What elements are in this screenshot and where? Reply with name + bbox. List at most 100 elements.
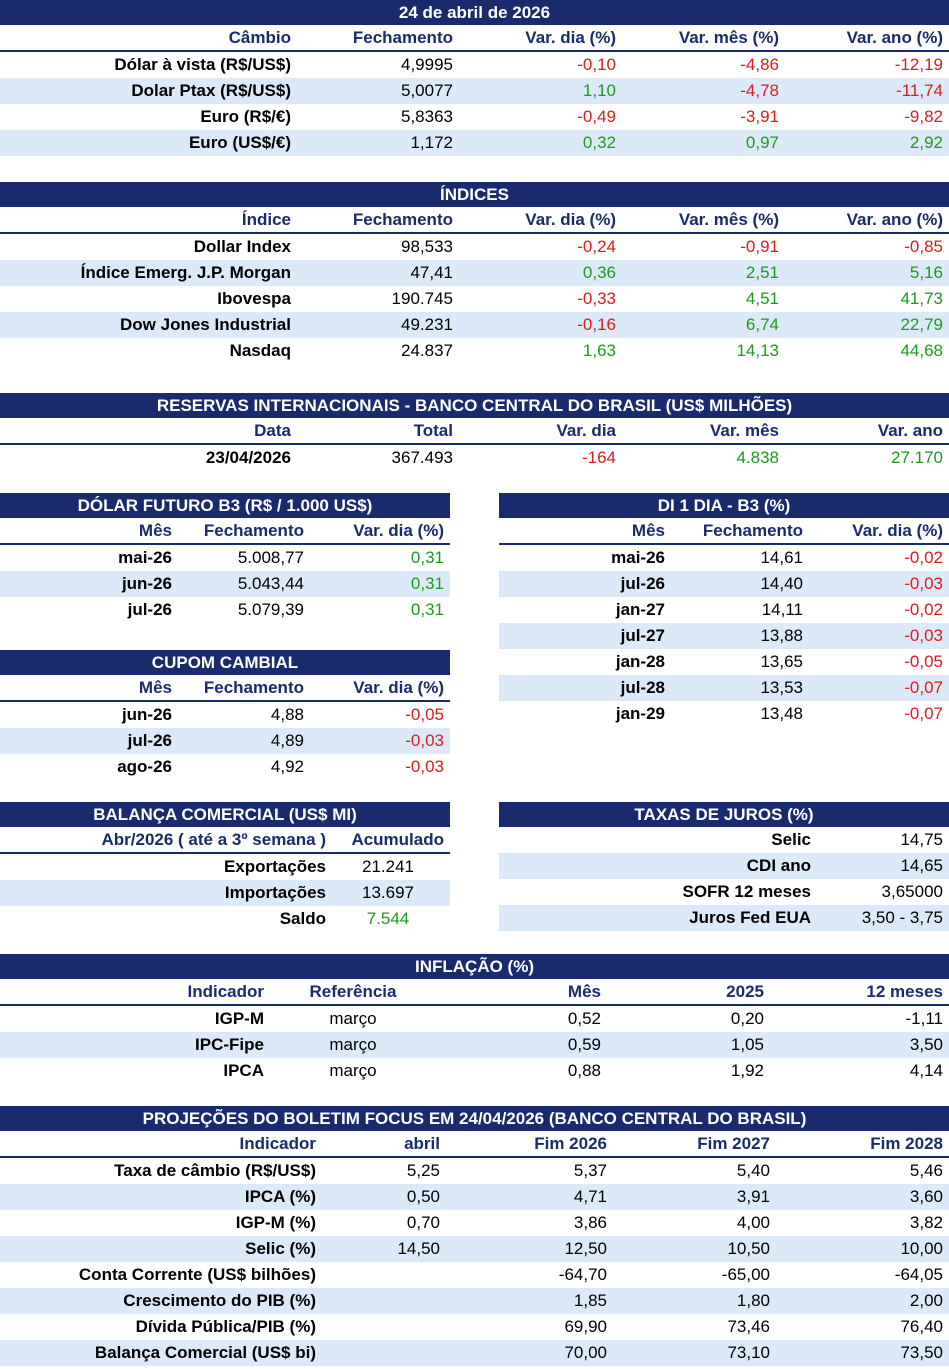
- di-header-cell: Var. dia (%): [852, 521, 943, 540]
- table-cell: 1,63: [582, 341, 616, 360]
- table-cell: 4,71: [573, 1187, 607, 1206]
- row-label: jun-26: [121, 705, 172, 724]
- row-label: mai-26: [118, 548, 172, 567]
- table-cell: -0,05: [405, 705, 444, 724]
- indices-header-cell: Índice: [241, 210, 291, 229]
- table-cell: 5.079,39: [237, 600, 304, 619]
- cupom-header-cell: Mês: [138, 678, 172, 697]
- table-row: Nasdaq 24.837 1,63 14,13 44,68: [0, 338, 949, 364]
- table-cell: -65,00: [721, 1265, 770, 1284]
- table-cell: 0,31: [410, 548, 444, 567]
- table-cell: março: [329, 1009, 377, 1028]
- cupom-header-row: Mês Fechamento Var. dia (%): [0, 675, 450, 702]
- table-row: mai-26 5.008,77 0,31: [0, 545, 450, 571]
- table-cell: -0,03: [904, 626, 943, 645]
- focus-table: PROJEÇÕES DO BOLETIM FOCUS EM 24/04/2026…: [0, 1106, 949, 1366]
- row-label: SOFR 12 meses: [682, 882, 811, 901]
- dolar_futuro-header-cell: Mês: [138, 521, 172, 540]
- table-cell: 4,89: [270, 731, 304, 750]
- table-row: jan-29 13,48 -0,07: [499, 701, 949, 727]
- table-cell: 13.697: [362, 883, 414, 902]
- table-cell: 4,14: [909, 1061, 943, 1080]
- balanca-band-title: BALANÇA COMERCIAL (US$ MI): [0, 802, 450, 827]
- cambio-table: 24 de abril de 2026 Câmbio Fechamento Var. …: [0, 0, 949, 156]
- table-row: jul-27 13,88 -0,03: [499, 623, 949, 649]
- row-label: mai-26: [611, 548, 665, 567]
- row-label: jan-28: [615, 652, 665, 671]
- row-label: Exportações: [223, 857, 326, 876]
- indices-header-cell: Var. dia (%): [525, 210, 616, 229]
- row-label: jul-26: [620, 574, 665, 593]
- table-cell: 4,88: [270, 705, 304, 724]
- table-cell: 27.170: [891, 448, 943, 467]
- table-cell: 0,59: [567, 1035, 601, 1054]
- table-cell: -12,19: [894, 55, 943, 74]
- table-cell: -11,74: [896, 81, 943, 100]
- table-cell: [322, 1314, 446, 1340]
- table-cell: -0,16: [577, 315, 616, 334]
- table-row: Ibovespa 190.745 -0,33 4,51 41,73: [0, 286, 949, 312]
- table-row: Selic 14,75: [499, 827, 949, 853]
- table-cell: 13,48: [760, 704, 803, 723]
- table-cell: 41,73: [900, 289, 943, 308]
- cupom-header-cell: Fechamento: [203, 678, 304, 697]
- di-table: DI 1 DIA - B3 (%) Mês Fechamento Var. dia (…: [499, 493, 949, 727]
- table-cell: 7.544: [366, 909, 410, 928]
- table-cell: 73,10: [727, 1343, 770, 1362]
- inflacao-header-row: Indicador Referência Mês 2025 12 meses: [0, 979, 949, 1006]
- reservas-band-title: RESERVAS INTERNACIONAIS - BANCO CENTRAL …: [0, 393, 949, 418]
- row-label: jul-26: [127, 731, 172, 750]
- row-label: Juros Fed EUA: [689, 908, 811, 927]
- table-cell: 2,00: [909, 1291, 943, 1310]
- row-label: IGP-M: [214, 1009, 264, 1028]
- balanca-header-cell: Acumulado: [351, 830, 444, 849]
- row-label: Nasdaq: [229, 341, 291, 360]
- row-label: Índice Emerg. J.P. Morgan: [80, 263, 291, 282]
- table-row: Dollar Index 98,533 -0,24 -0,91 -0,85: [0, 234, 949, 260]
- table-row: IGP-M (%) 0,70 3,86 4,00 3,82: [0, 1210, 949, 1236]
- row-label: Dolar Ptax (R$/US$): [131, 81, 291, 100]
- table-row: Selic (%) 14,50 12,50 10,50 10,00: [0, 1236, 949, 1262]
- table-cell: 44,68: [900, 341, 943, 360]
- row-label: Euro (US$/€): [188, 133, 291, 152]
- table-row: IGP-M março 0,52 0,20 -1,11: [0, 1006, 949, 1032]
- cambio-band-title: 24 de abril de 2026: [0, 0, 949, 25]
- table-cell: 367.493: [391, 448, 453, 467]
- table-cell: 98,533: [401, 237, 453, 256]
- table-cell: 4,92: [270, 757, 304, 776]
- table-cell: 14,11: [761, 600, 803, 619]
- cupom-header-cell: Var. dia (%): [353, 678, 444, 697]
- di-band-title: DI 1 DIA - B3 (%): [499, 493, 949, 518]
- focus-header-row: Indicador abril Fim 2026 Fim 2027 Fim 2028: [0, 1131, 949, 1158]
- table-cell: -3,91: [740, 107, 779, 126]
- table-cell: 24.837: [401, 341, 453, 360]
- inflacao-band-title: INFLAÇÃO (%): [0, 954, 949, 979]
- table-cell: 47,41: [410, 263, 453, 282]
- table-cell: 5.008,77: [237, 548, 304, 567]
- table-row: Taxa de câmbio (R$/US$) 5,25 5,37 5,40 5,46: [0, 1158, 949, 1184]
- table-cell: -164: [581, 448, 616, 467]
- reservas-header-row: Data Total Var. dia Var. mês Var. ano: [0, 418, 949, 445]
- table-cell: 10,50: [727, 1239, 770, 1258]
- row-label: Balança Comercial (US$ bi): [94, 1343, 316, 1362]
- table-cell: -0,05: [904, 652, 943, 671]
- table-row: Dolar Ptax (R$/US$) 5,0077 1,10 -4,78 -11,74: [0, 78, 949, 104]
- focus-header-cell: Fim 2028: [870, 1134, 943, 1153]
- table-row: mai-26 14,61 -0,02: [499, 545, 949, 571]
- cupom-band-title: CUPOM CAMBIAL: [0, 650, 450, 675]
- table-row: Dívida Pública/PIB (%) 69,90 73,46 76,40: [0, 1314, 949, 1340]
- table-row: Crescimento do PIB (%) 1,85 1,80 2,00: [0, 1288, 949, 1314]
- row-label: jul-26: [127, 600, 172, 619]
- focus-header-cell: Fim 2027: [697, 1134, 770, 1153]
- indices-table: ÍNDICES Índice Fechamento Var. dia (%) Var. …: [0, 182, 949, 364]
- cambio-header-cell: Var. dia (%): [525, 28, 616, 47]
- indices-header-cell: Var. ano (%): [846, 210, 943, 229]
- reservas-table: RESERVAS INTERNACIONAIS - BANCO CENTRAL …: [0, 393, 949, 471]
- row-label: Selic: [771, 830, 811, 849]
- row-label: jan-27: [615, 600, 665, 619]
- table-cell: -4,78: [740, 81, 779, 100]
- table-cell: 22,79: [900, 315, 943, 334]
- table-cell: março: [329, 1035, 377, 1054]
- table-cell: 14,50: [397, 1239, 440, 1258]
- table-row: Dólar à vista (R$/US$) 4,9995 -0,10 -4,86 -1…: [0, 52, 949, 78]
